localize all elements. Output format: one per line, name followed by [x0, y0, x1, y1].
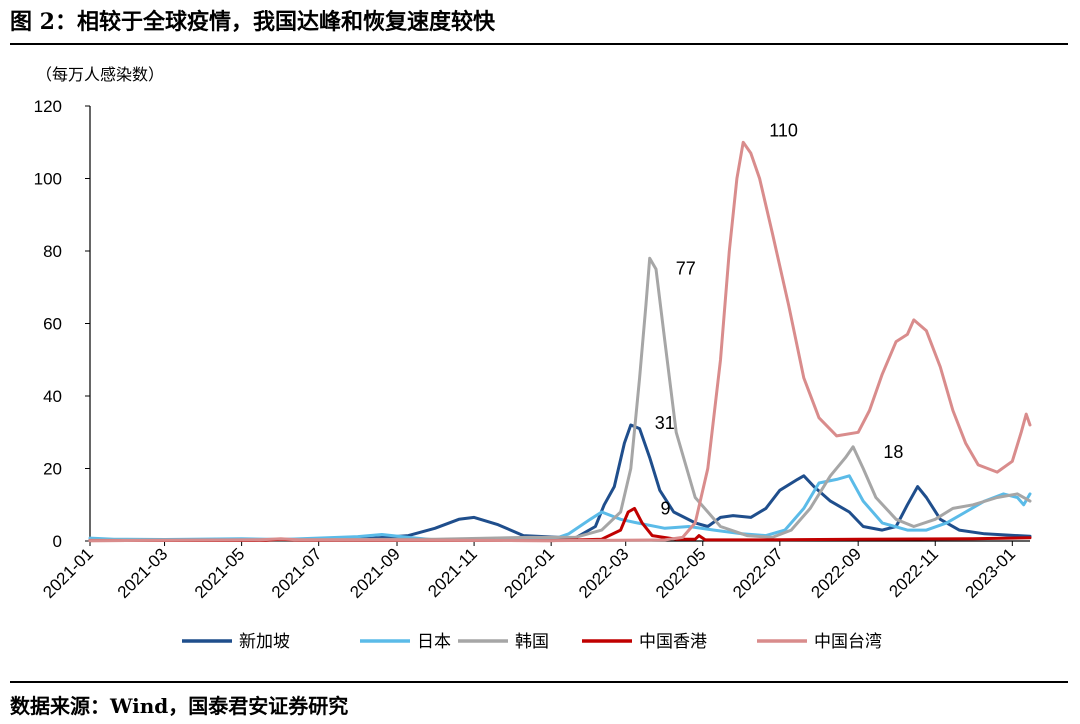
x-tick-label: 2023-01 — [962, 544, 1020, 602]
y-tick-label: 40 — [43, 387, 62, 406]
series-line-4 — [88, 140, 1032, 543]
legend: 新加坡 日本 韩国 中国香港 中国台湾 — [182, 632, 882, 652]
x-tick-label: 2022-07 — [729, 544, 787, 602]
source-rule — [10, 681, 1068, 683]
annotation-label: 110 — [769, 120, 798, 140]
x-tick-label: 2021-09 — [346, 544, 404, 602]
x-tick-label: 2022-09 — [807, 544, 865, 602]
x-tick-label: 2021-07 — [268, 544, 326, 602]
annotation-label: 9 — [661, 498, 671, 518]
series-line-0 — [88, 423, 1032, 542]
y-unit-label: （每万人感染数） — [36, 65, 164, 84]
legend-label: 中国香港 — [639, 632, 707, 652]
x-tick-label: 2021-03 — [114, 544, 172, 602]
y-tick-label: 60 — [43, 315, 62, 334]
source-note: 数据来源：Wind，国泰君安证券研究 — [10, 694, 349, 718]
series-line-1 — [88, 474, 1032, 542]
y-tick-label: 80 — [43, 242, 62, 261]
annotation-label: 31 — [655, 413, 675, 433]
series-line-2 — [88, 256, 1032, 542]
legend-label: 新加坡 — [239, 632, 290, 652]
annotations: 110 77 31 9 18 — [655, 120, 904, 518]
y-tick-label: 120 — [34, 97, 62, 116]
x-tick-label: 2021-11 — [424, 544, 481, 601]
x-axis: 2021-01 2021-03 2021-05 2021-07 2021-09 2021-… — [39, 540, 1030, 602]
x-tick-label: 2022-01 — [500, 544, 558, 602]
y-axis: 0 20 40 60 80 100 120 — [34, 97, 91, 551]
x-tick-label: 2022-11 — [885, 544, 942, 601]
annotation-label: 18 — [883, 442, 903, 462]
y-tick-label: 0 — [53, 532, 62, 551]
x-tick-label: 2022-05 — [652, 544, 710, 602]
x-tick-label: 2021-05 — [191, 544, 249, 602]
x-tick-label: 2022-03 — [575, 544, 633, 602]
title-rule — [10, 43, 1068, 45]
figure-title: 图 2：相较于全球疫情，我国达峰和恢复速度较快 — [10, 9, 495, 35]
legend-label: 日本 — [417, 632, 451, 652]
series-lines — [88, 140, 1032, 543]
y-tick-label: 20 — [43, 460, 62, 479]
legend-label: 中国台湾 — [814, 632, 882, 652]
annotation-label: 77 — [676, 258, 696, 278]
x-tick-label: 2021-01 — [39, 544, 97, 602]
legend-label: 韩国 — [515, 632, 549, 652]
y-tick-label: 100 — [34, 170, 62, 189]
